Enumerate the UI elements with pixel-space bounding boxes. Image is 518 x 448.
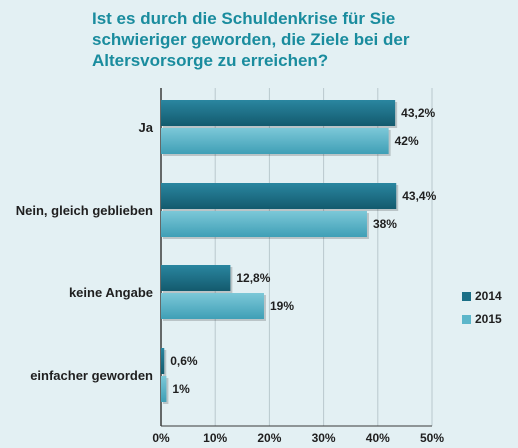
data-label: 1% (172, 382, 190, 396)
chart-title: Ist es durch die Schuldenkrise für Sie s… (92, 8, 512, 71)
bar-shadow (163, 350, 167, 376)
chart-title-line-1: Ist es durch die Schuldenkrise für Sie (92, 9, 396, 28)
legend-swatch-2014 (462, 292, 471, 301)
category-label: keine Angabe (69, 285, 153, 300)
legend-label: 2015 (475, 312, 502, 326)
category-label: Ja (139, 120, 154, 135)
bar-2015 (161, 376, 167, 402)
x-tick-label: 20% (257, 431, 281, 445)
data-label: 38% (373, 217, 397, 231)
bar-2014 (161, 100, 396, 126)
data-label: 43,2% (401, 106, 435, 120)
x-tick-label: 50% (420, 431, 444, 445)
data-label: 19% (270, 299, 294, 313)
bar-2014 (161, 348, 165, 374)
bar-2015 (161, 128, 389, 154)
x-tick-label: 10% (203, 431, 227, 445)
legend-swatch-2015 (462, 315, 471, 324)
legend-label: 2014 (475, 289, 502, 303)
chart-title-line-3: Altersvorsorge zu erreichen? (92, 51, 329, 70)
chart-title-line-2: schwieriger geworden, die Ziele bei der (92, 30, 410, 49)
bar-2015 (161, 293, 264, 319)
bar-2014 (161, 265, 231, 291)
x-tick-label: 0% (152, 431, 170, 445)
data-label: 43,4% (402, 189, 436, 203)
category-label: Nein, gleich geblieben (16, 203, 153, 218)
data-label: 0,6% (170, 354, 198, 368)
data-label: 12,8% (236, 271, 270, 285)
data-label: 42% (395, 134, 419, 148)
bar-2014 (161, 183, 397, 209)
x-tick-label: 40% (366, 431, 390, 445)
x-tick-label: 30% (312, 431, 336, 445)
bar-2015 (161, 211, 367, 237)
category-label: einfacher geworden (30, 368, 153, 383)
